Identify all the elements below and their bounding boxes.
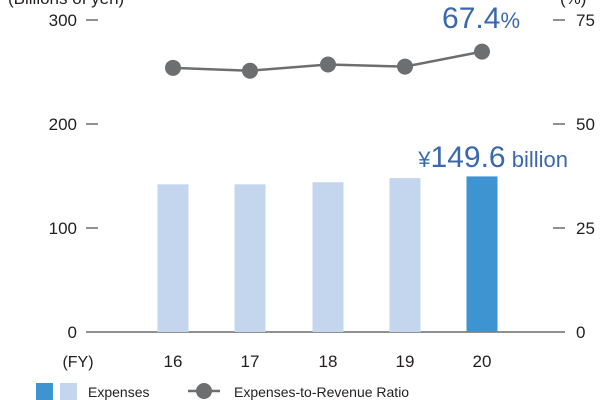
- fy-label: (FY): [62, 354, 93, 371]
- ratio-line: [165, 43, 490, 79]
- ratio-callout-value: 67.4: [442, 2, 500, 35]
- expenses-callout-unit: billion: [506, 147, 568, 172]
- ratio-point: [165, 59, 181, 76]
- expenses-callout: ¥149.6 billion: [417, 141, 568, 174]
- expenses-callout-value: 149.6: [431, 141, 506, 174]
- left-tick-label: 0: [68, 323, 77, 342]
- right-tick-label: 25: [576, 219, 595, 238]
- legend-line-marker-dot: [196, 383, 212, 399]
- right-tick-label: 75: [576, 11, 595, 30]
- expense-bar: [389, 178, 421, 332]
- left-tick-label: 300: [49, 11, 77, 30]
- expense-bar: [157, 184, 189, 332]
- x-tick-label: 19: [396, 352, 415, 371]
- expense-bar: [234, 184, 266, 332]
- expense-bar: [312, 182, 344, 332]
- legend-bar-swatch-highlight: [36, 383, 53, 400]
- ratio-point: [397, 58, 413, 75]
- legend-ratio-label: Expenses-to-Revenue Ratio: [234, 384, 409, 400]
- axes: 0 100 200 300 0 25 50 75 16 17 18 19 20: [49, 11, 595, 371]
- left-tick-label: 100: [49, 219, 77, 238]
- ratio-callout-unit: %: [500, 8, 520, 33]
- ratio-callout: 67.4%: [442, 2, 520, 35]
- bars: [157, 176, 498, 332]
- ratio-point: [474, 43, 490, 60]
- legend-expenses-label: Expenses: [88, 384, 149, 400]
- x-tick-label: 16: [164, 352, 183, 371]
- expenses-callout-prefix: ¥: [417, 147, 431, 172]
- right-axis-unit-label: (%): [560, 0, 586, 8]
- right-tick-label: 50: [576, 115, 595, 134]
- ratio-point: [242, 62, 258, 79]
- legend-bar-swatch: [60, 383, 77, 400]
- right-tick-label: 0: [576, 323, 585, 342]
- legend: Expenses Expenses-to-Revenue Ratio: [36, 383, 409, 400]
- ratio-point: [320, 56, 336, 73]
- x-tick-label: 18: [319, 352, 338, 371]
- left-axis-unit-label: (Billions of yen): [8, 0, 124, 8]
- x-tick-label: 20: [473, 352, 492, 371]
- x-tick-label: 17: [241, 352, 260, 371]
- left-tick-label: 200: [49, 115, 77, 134]
- expense-bar: [466, 176, 498, 332]
